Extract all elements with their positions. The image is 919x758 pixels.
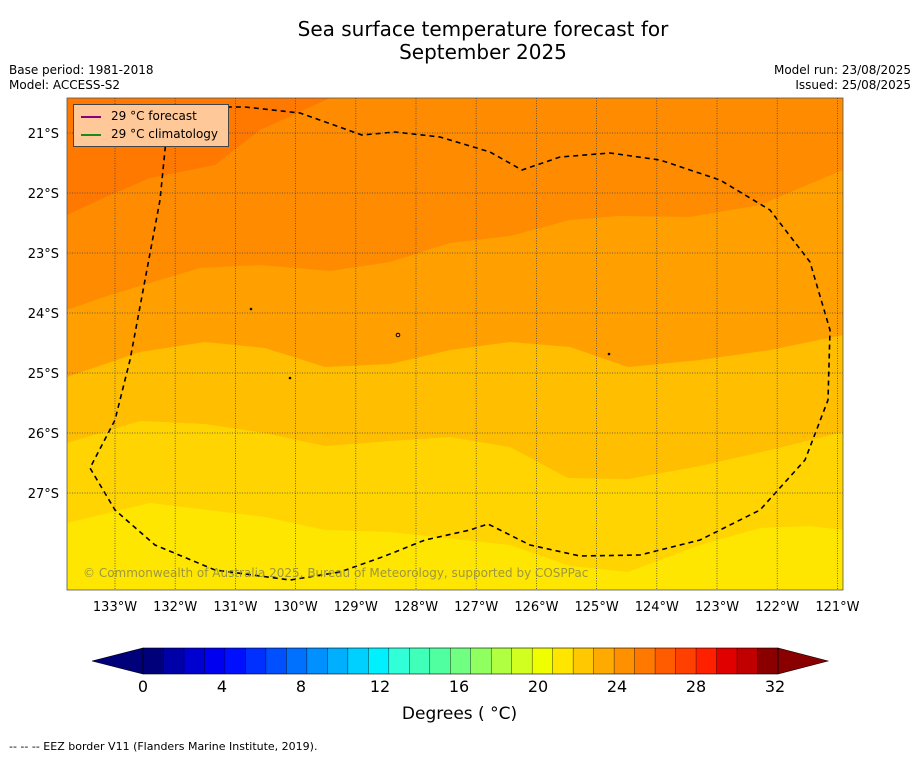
colorbar bbox=[91, 647, 830, 675]
longitude-label: 122°W bbox=[755, 600, 799, 615]
base-period: Base period: 1981-2018 bbox=[9, 63, 154, 77]
colorbar-cell bbox=[429, 648, 451, 674]
meta-left: Base period: 1981-2018 Model: ACCESS-S2 bbox=[9, 63, 154, 93]
longitude-label: 126°W bbox=[514, 600, 558, 615]
latitude-label: 24°S bbox=[28, 307, 59, 322]
latitude-label: 23°S bbox=[28, 247, 59, 262]
colorbar-cell bbox=[163, 648, 185, 674]
islands bbox=[249, 307, 611, 380]
colorbar-outline bbox=[142, 647, 779, 675]
colorbar-tick-label: 8 bbox=[296, 677, 306, 696]
colorbar-high-extension bbox=[777, 647, 830, 675]
colorbar-tick-label: 24 bbox=[607, 677, 627, 696]
colorbar-cell bbox=[470, 648, 492, 674]
legend-forecast-label: 29 °C forecast bbox=[111, 109, 197, 123]
longitude-label: 130°W bbox=[274, 600, 318, 615]
colorbar-tick-label: 12 bbox=[370, 677, 390, 696]
eez-border bbox=[89, 106, 831, 581]
latitude-label: 22°S bbox=[28, 187, 59, 202]
colorbar-cell bbox=[327, 648, 349, 674]
graticule bbox=[67, 98, 843, 590]
colorbar-cell bbox=[183, 648, 205, 674]
colorbar-cell bbox=[675, 648, 697, 674]
island bbox=[288, 376, 292, 380]
colorbar-tick-label: 16 bbox=[449, 677, 469, 696]
latitude-label: 21°S bbox=[28, 127, 59, 142]
colorbar-cell bbox=[224, 648, 246, 674]
model-name: Model: ACCESS-S2 bbox=[9, 78, 121, 92]
longitude-label: 131°W bbox=[213, 600, 257, 615]
colorbar-tick-labels: 0 4 8 12 16 20 24 28 32 bbox=[138, 677, 785, 696]
colorbar-cell bbox=[388, 648, 410, 674]
model-run: Model run: 23/08/2025 bbox=[773, 63, 911, 77]
colorbar-cell bbox=[204, 648, 226, 674]
colorbar-cell bbox=[245, 648, 267, 674]
colorbar-low-extension bbox=[91, 647, 144, 675]
island bbox=[249, 307, 253, 311]
colorbar-cell bbox=[306, 648, 328, 674]
latitude-label: 25°S bbox=[28, 367, 59, 382]
colorbar-cell bbox=[409, 648, 431, 674]
map-legend: 29 °C forecast 29 °C climatology bbox=[73, 104, 229, 147]
longitude-label: 129°W bbox=[334, 600, 378, 615]
longitude-label: 124°W bbox=[635, 600, 679, 615]
colorbar-cell bbox=[491, 648, 513, 674]
colorbar-cell bbox=[634, 648, 656, 674]
colorbar-cell bbox=[696, 648, 717, 674]
longitude-label: 133°W bbox=[93, 600, 137, 615]
title-line-1: Sea surface temperature forecast for bbox=[297, 17, 669, 41]
colorbar-cell bbox=[552, 648, 574, 674]
legend-forecast: 29 °C forecast bbox=[81, 108, 197, 124]
longitude-label: 121°W bbox=[815, 600, 859, 615]
issued-date: Issued: 25/08/2025 bbox=[795, 78, 911, 92]
colorbar-cell bbox=[593, 648, 615, 674]
colorbar-cell bbox=[573, 648, 595, 674]
island bbox=[395, 332, 401, 338]
latitude-label: 26°S bbox=[28, 427, 59, 442]
sst-contour-map bbox=[67, 98, 843, 590]
forecast-line-swatch bbox=[81, 115, 101, 118]
longitude-labels: 133°W 132°W 131°W 130°W 129°W 128°W 127°W 126°W… bbox=[93, 600, 860, 615]
copyright-notice: © Commonwealth of Australia 2025, Bureau… bbox=[83, 566, 589, 580]
colorbar-cell bbox=[532, 648, 554, 674]
colorbar-title: Degrees ( °C) bbox=[401, 704, 518, 724]
map-title: Sea surface temperature forecast for Sep… bbox=[0, 18, 919, 64]
climatology-line-swatch bbox=[81, 133, 101, 136]
colorbar-cell bbox=[368, 648, 390, 674]
longitude-label: 127°W bbox=[454, 600, 498, 615]
colorbar-tick-label: 28 bbox=[686, 677, 706, 696]
colorbar-cell bbox=[511, 648, 533, 674]
colorbar-cell bbox=[614, 648, 636, 674]
island bbox=[607, 352, 611, 356]
latitude-labels: 21°S 22°S 23°S 24°S 25°S 26°S 27°S bbox=[28, 127, 59, 502]
longitude-label: 123°W bbox=[695, 600, 739, 615]
band-23-24 bbox=[67, 503, 843, 590]
colorbar-cell bbox=[265, 648, 287, 674]
longitude-label: 128°W bbox=[394, 600, 438, 615]
colorbar-cell bbox=[655, 648, 676, 674]
colorbar-cell bbox=[450, 648, 472, 674]
colorbar-cell bbox=[716, 648, 738, 674]
colorbar-cell bbox=[757, 648, 779, 674]
colorbar-tick-label: 32 bbox=[765, 677, 785, 696]
colorbar-cell bbox=[737, 648, 758, 674]
longitude-label: 125°W bbox=[575, 600, 619, 615]
colorbar-tick-label: 0 bbox=[138, 677, 148, 696]
eez-footnote: -- -- -- EEZ border V11 (Flanders Marine… bbox=[9, 740, 318, 753]
colorbar-cell bbox=[143, 648, 164, 674]
meta-right: Model run: 23/08/2025 Issued: 25/08/2025 bbox=[774, 63, 911, 93]
colorbar-cell bbox=[347, 648, 369, 674]
legend-climatology: 29 °C climatology bbox=[81, 126, 218, 142]
title-line-2: September 2025 bbox=[399, 40, 567, 64]
colorbar-tick-label: 4 bbox=[217, 677, 227, 696]
legend-climatology-label: 29 °C climatology bbox=[111, 127, 219, 141]
latitude-label: 27°S bbox=[28, 487, 59, 502]
map-frame bbox=[66, 97, 844, 591]
longitude-label: 132°W bbox=[153, 600, 197, 615]
colorbar-tick-label: 20 bbox=[528, 677, 548, 696]
colorbar-cell bbox=[286, 648, 308, 674]
